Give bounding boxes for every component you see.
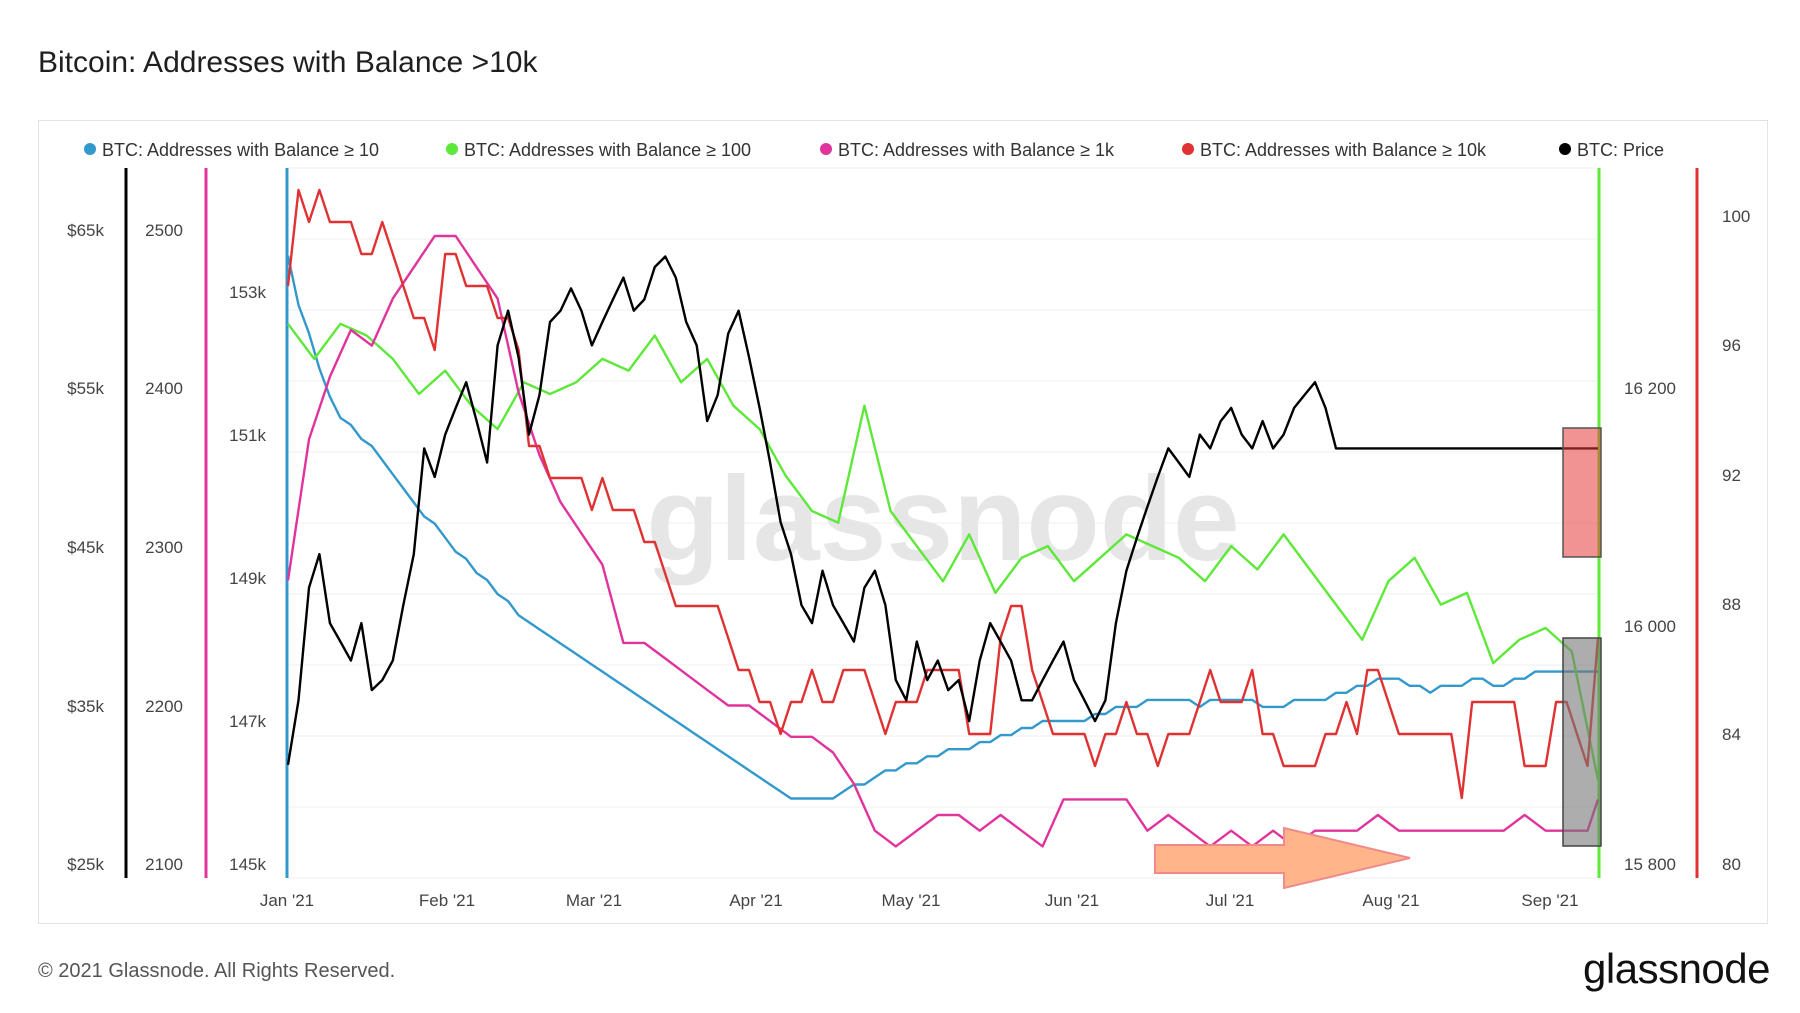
copyright-footer: © 2021 Glassnode. All Rights Reserved. [38, 960, 396, 982]
series-line [287, 322, 1600, 781]
ge10k-tick-label: 100 [1722, 207, 1750, 226]
x-tick-label: Apr '21 [729, 891, 782, 910]
ge10-tick-label: 2400 [145, 379, 183, 398]
ge100-tick-label: 15 800 [1624, 855, 1676, 874]
ge10-tick-label: 2100 [145, 855, 183, 874]
ge10-tick-label: 2300 [145, 538, 183, 557]
ge10-tick-label: 2200 [145, 697, 183, 716]
series-line [286, 255, 1598, 765]
ge100-tick-label: 16 000 [1624, 617, 1676, 636]
legend-marker [84, 143, 96, 155]
legend-marker [1559, 143, 1571, 155]
legend-label: BTC: Price [1577, 140, 1664, 160]
ge1k-tick-label: 145k [229, 855, 266, 874]
ge10-tick-label: 2500 [145, 221, 183, 240]
ge10k-tick-label: 80 [1722, 855, 1741, 874]
highlight-box-red [1562, 427, 1602, 558]
price-tick-label: $25k [67, 855, 104, 874]
legend-marker [446, 143, 458, 155]
x-tick-label: Jul '21 [1206, 891, 1255, 910]
x-tick-label: May '21 [882, 891, 941, 910]
watermark-text: glassnode [646, 452, 1240, 586]
highlight-box-gray [1562, 637, 1602, 847]
x-tick-label: Sep '21 [1521, 891, 1578, 910]
ge1k-tick-label: 153k [229, 283, 266, 302]
x-tick-label: Jun '21 [1045, 891, 1099, 910]
ge10k-tick-label: 96 [1722, 336, 1741, 355]
arrow-annotation [1154, 826, 1411, 890]
legend-label: BTC: Addresses with Balance ≥ 10k [1200, 140, 1487, 160]
legend-label: BTC: Addresses with Balance ≥ 1k [838, 140, 1115, 160]
chart-title: Bitcoin: Addresses with Balance >10k [38, 46, 538, 79]
x-tick-label: Mar '21 [566, 891, 622, 910]
chart-frame [38, 120, 1768, 924]
legend-marker [820, 143, 832, 155]
legend-label: BTC: Addresses with Balance ≥ 100 [464, 140, 751, 160]
ge1k-tick-label: 151k [229, 426, 266, 445]
ge100-tick-label: 16 200 [1624, 379, 1676, 398]
x-tick-label: Feb '21 [419, 891, 475, 910]
legend-label: BTC: Addresses with Balance ≥ 10 [102, 140, 379, 160]
legend-marker [1182, 143, 1194, 155]
price-tick-label: $45k [67, 538, 104, 557]
ge10k-tick-label: 92 [1722, 466, 1741, 485]
ge10k-tick-label: 84 [1722, 725, 1741, 744]
ge10k-tick-label: 88 [1722, 595, 1741, 614]
x-tick-label: Jan '21 [260, 891, 314, 910]
series-line [286, 234, 1600, 848]
x-tick-label: Aug '21 [1362, 891, 1419, 910]
ge1k-tick-label: 147k [229, 712, 266, 731]
ge1k-tick-label: 149k [229, 569, 266, 588]
price-tick-label: $65k [67, 221, 104, 240]
price-tick-label: $55k [67, 379, 104, 398]
price-tick-label: $35k [67, 697, 104, 716]
brand-logo: glassnode [1583, 945, 1770, 992]
